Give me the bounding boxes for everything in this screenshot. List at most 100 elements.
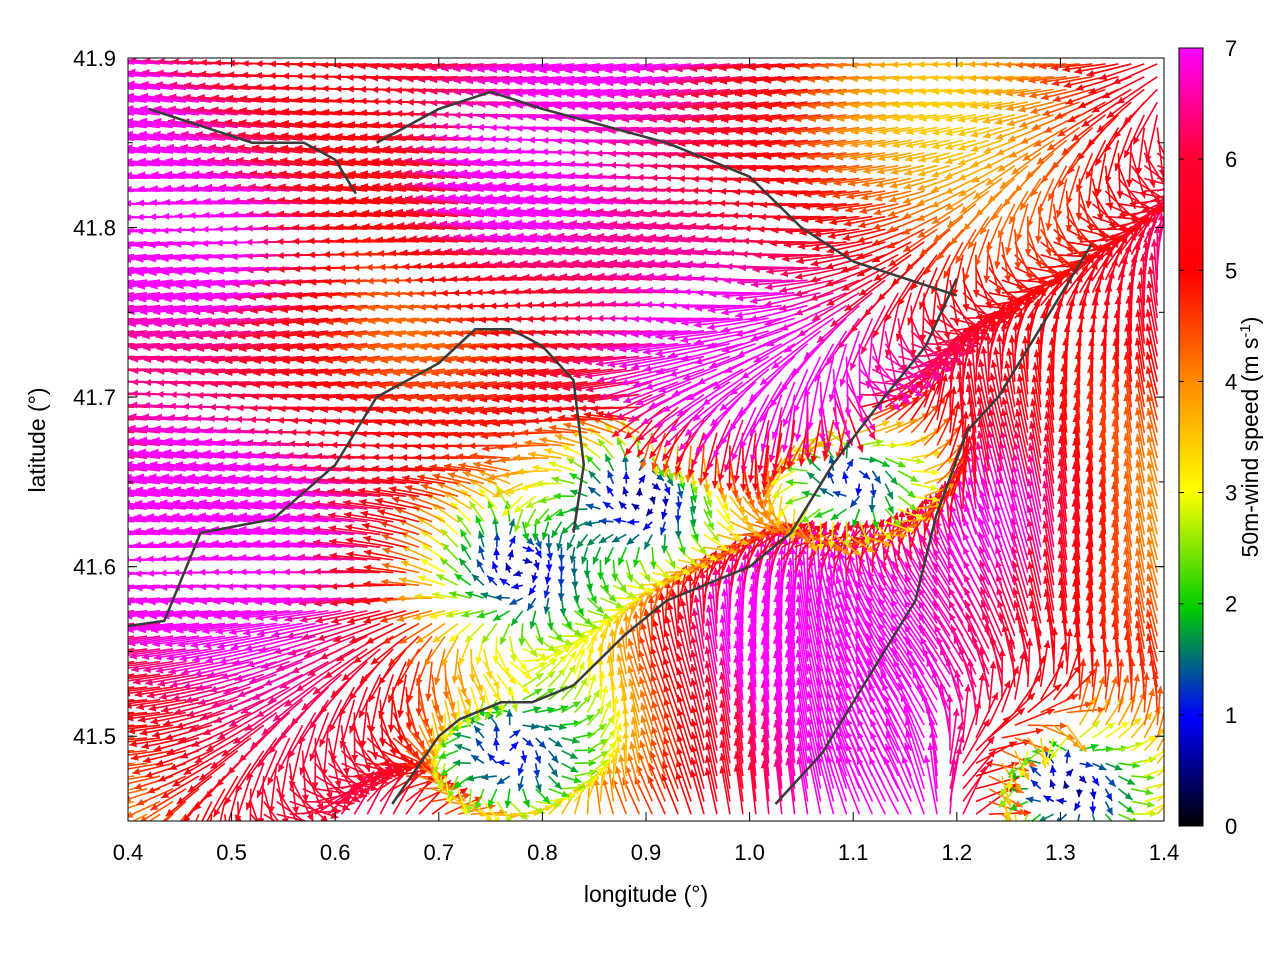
wind-vector: [128, 724, 161, 730]
wind-vector-head: [281, 817, 289, 821]
wind-vector: [749, 638, 757, 700]
wind-vector: [953, 635, 977, 688]
wind-vector: [720, 629, 731, 688]
wind-vector: [775, 719, 783, 777]
wind-vector-head: [1092, 822, 1099, 830]
wind-vector: [949, 722, 963, 777]
wind-vector-head: [256, 789, 264, 798]
wind-vector-head: [252, 693, 261, 700]
wind-vector: [929, 742, 938, 802]
wind-vector: [153, 737, 200, 752]
wind-vector: [180, 737, 226, 759]
wind-vector: [194, 737, 239, 764]
wind-vector-head: [1133, 717, 1142, 726]
wind-vector: [720, 740, 731, 789]
wind-vector-head: [1117, 659, 1125, 667]
wind-vector-head: [152, 731, 160, 738]
wind-vector-head: [627, 665, 634, 674]
wind-vector: [891, 647, 925, 701]
wind-vector-head: [535, 783, 542, 792]
wind-vector-head: [663, 736, 670, 745]
wind-vector-head: [1060, 722, 1068, 730]
wind-vector-head: [128, 500, 131, 508]
wind-vector-head: [571, 737, 580, 744]
wind-vector-head: [568, 664, 576, 673]
wind-vector-head: [989, 661, 997, 669]
wind-vector-head: [1106, 807, 1113, 816]
wind-vector-head: [119, 752, 127, 759]
wind-vector-head: [904, 742, 911, 751]
wind-vector: [1144, 794, 1164, 803]
wind-vector-head: [382, 759, 390, 768]
wind-vector-head: [342, 767, 350, 776]
wind-vector: [318, 699, 343, 748]
wind-vector-head: [405, 743, 412, 752]
wind-vector-head: [1171, 790, 1178, 798]
wind-vector-head: [225, 703, 234, 711]
wind-vector: [128, 673, 174, 682]
wind-vector-head: [98, 790, 106, 797]
wind-vector-head: [82, 651, 90, 658]
wind-vector-head: [100, 474, 108, 481]
wind-vector: [235, 750, 265, 794]
wind-vector: [128, 762, 161, 770]
wind-vector-head: [991, 692, 998, 701]
wind-vector-head: [923, 755, 931, 764]
wind-vector-head: [1035, 727, 1044, 735]
wind-vector-head: [454, 780, 462, 788]
wind-vector-head: [1114, 763, 1123, 771]
wind-vector: [217, 711, 265, 740]
wind-vector-head: [629, 741, 636, 750]
wind-vector-head: [1049, 765, 1057, 773]
wind-vector-head: [520, 755, 528, 763]
wind-vector: [128, 711, 148, 716]
wind-vector-head: [586, 714, 595, 722]
wind-vector-head: [573, 776, 582, 784]
wind-vector-head: [369, 778, 378, 786]
wind-vector: [172, 762, 213, 787]
wind-vector: [128, 698, 135, 702]
wind-vector: [762, 694, 770, 751]
wind-vector-head: [199, 773, 207, 781]
wind-vector-head: [417, 740, 425, 749]
wind-vector: [191, 724, 239, 748]
wind-vector-head: [676, 708, 684, 717]
wind-vector-head: [299, 767, 306, 776]
wind-vector-head: [101, 821, 109, 828]
wind-vector-head: [278, 793, 286, 802]
wind-vector-head: [1063, 780, 1070, 789]
wind-vector: [128, 788, 148, 795]
wind-vector-head: [662, 749, 670, 758]
wind-vector-head: [690, 664, 697, 672]
wind-vector-head: [1124, 792, 1133, 800]
wind-vector-head: [284, 699, 293, 707]
wind-vector: [128, 724, 174, 733]
wind-vector-head: [141, 742, 150, 750]
wind-vector: [128, 737, 161, 743]
wind-vector: [1144, 783, 1164, 790]
wind-vector-head: [170, 681, 178, 688]
wind-vector: [749, 749, 757, 802]
wind-vector-head: [339, 740, 347, 749]
wind-vector: [807, 690, 822, 751]
wind-vector: [1077, 814, 1081, 821]
wind-vector: [392, 699, 403, 744]
wind-vector-head: [1064, 749, 1071, 758]
wind-vector: [1026, 638, 1031, 688]
wind-vector-head: [224, 796, 232, 805]
wind-vector: [690, 757, 705, 802]
wind-vector: [806, 622, 822, 688]
wind-vector-head: [437, 725, 445, 734]
wind-vector-head: [114, 824, 122, 830]
wind-vector: [786, 744, 796, 802]
wind-vector: [705, 755, 718, 802]
wind-vector: [1156, 805, 1164, 815]
wind-vector-head: [198, 698, 206, 706]
wind-vector-head: [116, 726, 124, 733]
wind-vector-head: [1111, 676, 1118, 685]
wind-vector: [1023, 813, 1029, 821]
wind-vector: [676, 759, 692, 802]
wind-vector-head: [661, 773, 668, 782]
wind-vector: [277, 724, 304, 773]
wind-vector-head: [436, 743, 444, 752]
